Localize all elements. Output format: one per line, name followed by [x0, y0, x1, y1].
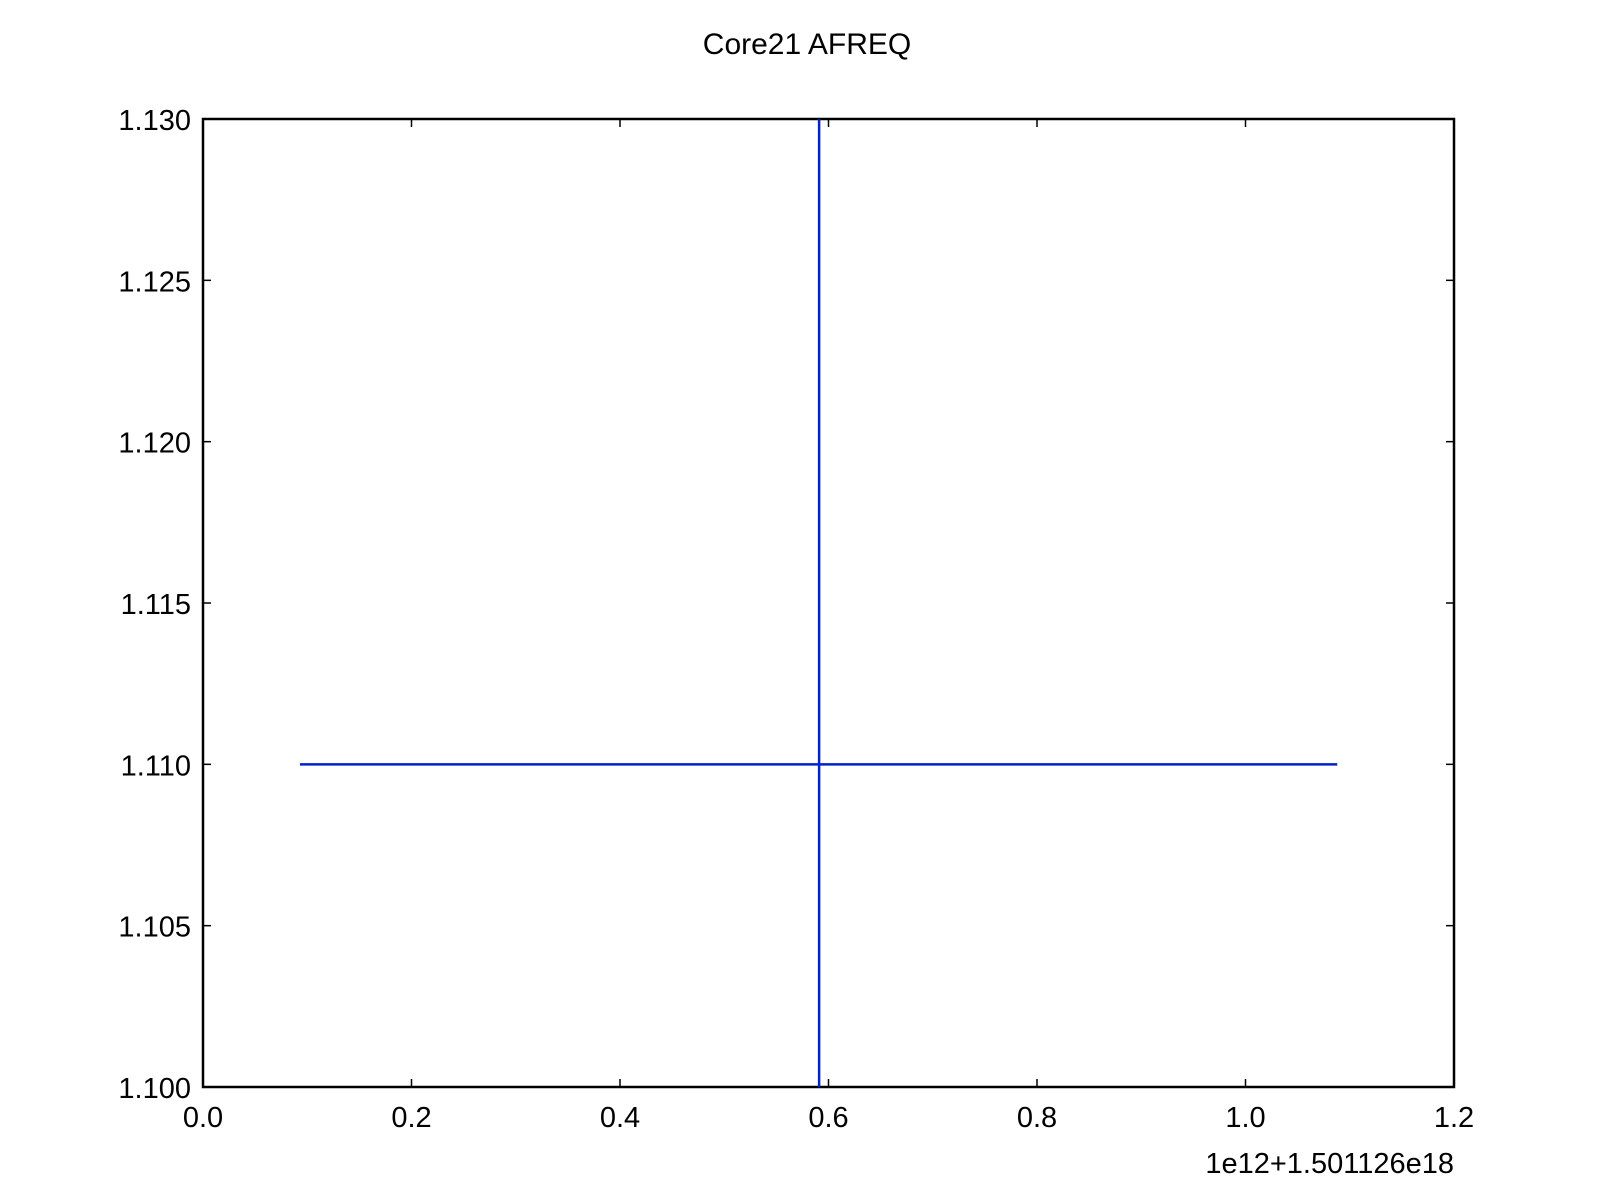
- x-tick-label: 0.6: [808, 1102, 848, 1134]
- y-tick-label: 1.130: [118, 105, 191, 137]
- y-tick-label: 1.110: [121, 750, 191, 782]
- x-tick-label: 0.0: [183, 1102, 223, 1134]
- y-axis: 1.100 1.105 1.110 1.115 1.120 1.125 1.130: [118, 105, 1454, 1105]
- plot-frame: [201, 117, 1456, 1089]
- y-tick-label: 1.115: [121, 589, 191, 621]
- x-offset-label: 1e12+1.501126e18: [1205, 1148, 1454, 1180]
- x-tick-label: 0.4: [600, 1102, 640, 1134]
- x-tick-label: 0.8: [1017, 1102, 1057, 1134]
- y-tick-label: 1.100: [118, 1073, 191, 1105]
- y-tick-label: 1.120: [118, 428, 191, 460]
- x-tick-label: 1.2: [1434, 1102, 1474, 1134]
- y-tick-label: 1.125: [118, 266, 191, 298]
- x-tick-label: 0.2: [391, 1102, 431, 1134]
- chart-title: Core21 AFREQ: [703, 28, 911, 61]
- series-layer: [299, 119, 1338, 1087]
- y-tick-label: 1.105: [118, 912, 191, 944]
- x-axis: 0.0 0.2 0.4 0.6 0.8 1.0 1.2: [183, 119, 1474, 1134]
- x-tick-label: 1.0: [1225, 1102, 1265, 1134]
